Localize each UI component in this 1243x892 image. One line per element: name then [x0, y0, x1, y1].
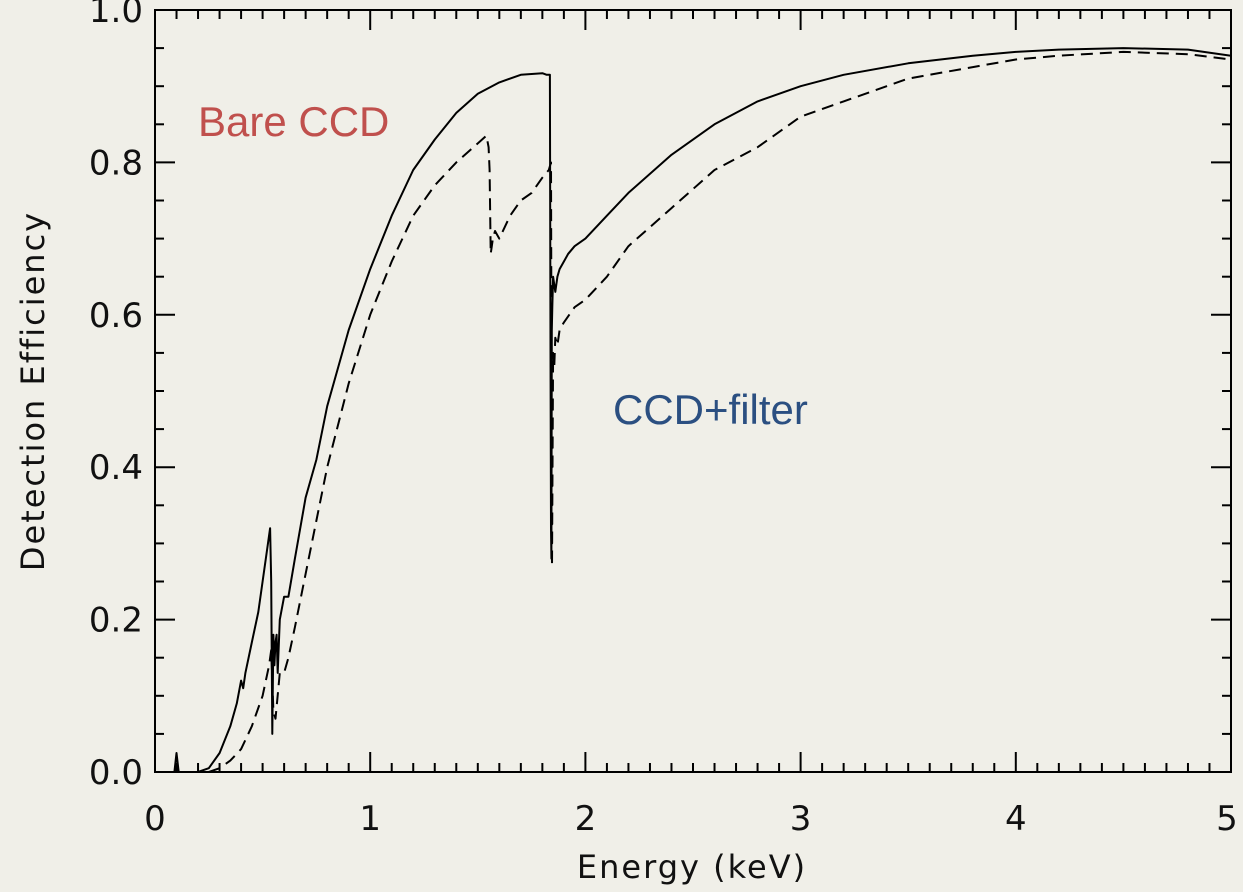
x-tick-label: 5: [1216, 799, 1238, 839]
y-tick-label: 0.4: [89, 448, 143, 488]
series-layer: [173, 47, 1231, 772]
series-line-bare-ccd: [173, 47, 1231, 772]
y-tick-label: 0.8: [89, 143, 143, 183]
x-tick-label: 4: [1005, 799, 1027, 839]
x-axis-label: Energy (keV): [577, 848, 807, 886]
x-tick-label: 1: [359, 799, 381, 839]
y-axis-label: Detection Efficiency: [14, 211, 52, 571]
ticks-layer: [154, 9, 1232, 773]
annotation-bare-ccd: Bare CCD: [198, 98, 389, 145]
tick-labels-layer: 0 1 2 3 4 5 0.0 0.2 0.4 0.6 0.8 1.0: [89, 0, 1238, 839]
x-tick-label: 0: [144, 799, 166, 839]
y-tick-label: 1.0: [89, 0, 143, 31]
annotation-ccd-filter: CCD+filter: [613, 386, 808, 433]
y-tick-label: 0.2: [89, 601, 143, 641]
series-line-ccd-filter: [208, 50, 1231, 772]
y-tick-label: 0.0: [89, 753, 143, 793]
x-tick-label: 2: [575, 799, 597, 839]
x-tick-label: 3: [790, 799, 812, 839]
y-tick-label: 0.6: [89, 296, 143, 336]
